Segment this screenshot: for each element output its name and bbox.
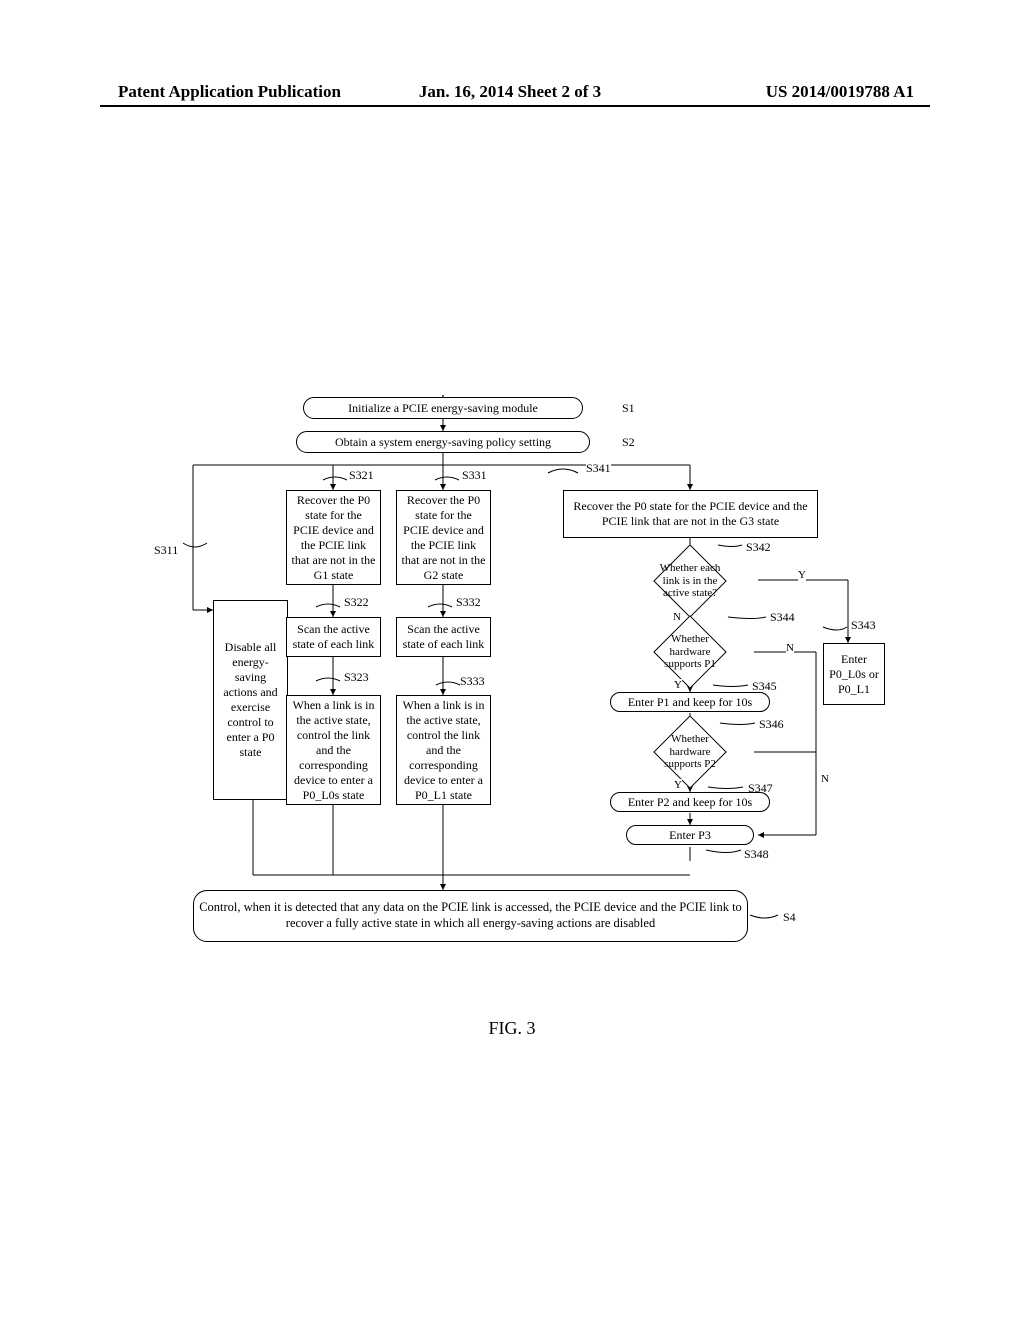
node-s348-text: Enter P3 bbox=[669, 828, 711, 843]
node-s342-text: Whether each link is in the active state… bbox=[654, 555, 727, 607]
label-s344: S344 bbox=[770, 610, 795, 625]
header-rule bbox=[100, 105, 930, 107]
node-s4: Control, when it is detected that any da… bbox=[193, 890, 748, 942]
header-left: Patent Application Publication bbox=[118, 82, 341, 102]
node-s347: Enter P2 and keep for 10s bbox=[610, 792, 770, 812]
page: Patent Application Publication Jan. 16, … bbox=[0, 0, 1024, 1320]
node-s332-text: Scan the active state of each link bbox=[401, 622, 486, 652]
node-s345-text: Enter P1 and keep for 10s bbox=[628, 695, 752, 710]
label-s332: S332 bbox=[456, 595, 481, 610]
node-s323: When a link is in the active state, cont… bbox=[286, 695, 381, 805]
node-s347-text: Enter P2 and keep for 10s bbox=[628, 795, 752, 810]
node-s311: Disable all energy-saving actions and ex… bbox=[213, 600, 288, 800]
header-mid: Jan. 16, 2014 Sheet 2 of 3 bbox=[370, 82, 650, 102]
node-s343-text: Enter P0_L0s or P0_L1 bbox=[828, 652, 880, 697]
label-s348: S348 bbox=[744, 847, 769, 862]
node-s331-text: Recover the P0 state for the PCIE device… bbox=[401, 493, 486, 583]
label-s331: S331 bbox=[462, 468, 487, 483]
label-s311: S311 bbox=[154, 543, 178, 558]
label-s2: S2 bbox=[622, 435, 635, 450]
node-s331: Recover the P0 state for the PCIE device… bbox=[396, 490, 491, 585]
flowchart: Initialize a PCIE energy-saving module S… bbox=[118, 395, 908, 970]
node-s1-text: Initialize a PCIE energy-saving module bbox=[348, 401, 538, 416]
label-s4: S4 bbox=[783, 910, 796, 925]
label-s333: S333 bbox=[460, 674, 485, 689]
node-s322-text: Scan the active state of each link bbox=[291, 622, 376, 652]
yn-s344-n: N bbox=[786, 642, 794, 654]
node-s323-text: When a link is in the active state, cont… bbox=[291, 698, 376, 803]
yn-s346-y: Y bbox=[674, 779, 682, 791]
node-s341: Recover the P0 state for the PCIE device… bbox=[563, 490, 818, 538]
node-s346: Whether hardware supports P2 bbox=[664, 726, 716, 778]
node-s321: Recover the P0 state for the PCIE device… bbox=[286, 490, 381, 585]
yn-s346-n: N bbox=[821, 773, 829, 785]
node-s346-text: Whether hardware supports P2 bbox=[654, 726, 727, 778]
node-s1: Initialize a PCIE energy-saving module bbox=[303, 397, 583, 419]
label-s342: S342 bbox=[746, 540, 771, 555]
node-s342: Whether each link is in the active state… bbox=[664, 555, 716, 607]
node-s2: Obtain a system energy-saving policy set… bbox=[296, 431, 590, 453]
node-s344-text: Whether hardware supports P1 bbox=[654, 626, 727, 678]
node-s348: Enter P3 bbox=[626, 825, 754, 845]
node-s322: Scan the active state of each link bbox=[286, 617, 381, 657]
label-s343: S343 bbox=[851, 618, 876, 633]
label-s341: S341 bbox=[586, 461, 611, 476]
label-s321: S321 bbox=[349, 468, 374, 483]
node-s333: When a link is in the active state, cont… bbox=[396, 695, 491, 805]
label-s322: S322 bbox=[344, 595, 369, 610]
node-s321-text: Recover the P0 state for the PCIE device… bbox=[291, 493, 376, 583]
node-s4-text: Control, when it is detected that any da… bbox=[198, 900, 743, 931]
header-right: US 2014/0019788 A1 bbox=[766, 82, 914, 102]
node-s344: Whether hardware supports P1 bbox=[664, 626, 716, 678]
label-s1: S1 bbox=[622, 401, 635, 416]
yn-s342-y: Y bbox=[798, 569, 806, 581]
node-s332: Scan the active state of each link bbox=[396, 617, 491, 657]
label-s346: S346 bbox=[759, 717, 784, 732]
node-s345: Enter P1 and keep for 10s bbox=[610, 692, 770, 712]
node-s341-text: Recover the P0 state for the PCIE device… bbox=[568, 499, 813, 529]
yn-s344-y: Y bbox=[674, 679, 682, 691]
yn-s342-n: N bbox=[673, 611, 681, 623]
label-s323: S323 bbox=[344, 670, 369, 685]
node-s311-text: Disable all energy-saving actions and ex… bbox=[218, 640, 283, 760]
node-s2-text: Obtain a system energy-saving policy set… bbox=[335, 435, 551, 450]
node-s333-text: When a link is in the active state, cont… bbox=[401, 698, 486, 803]
figure-caption: FIG. 3 bbox=[0, 1018, 1024, 1039]
node-s343: Enter P0_L0s or P0_L1 bbox=[823, 643, 885, 705]
